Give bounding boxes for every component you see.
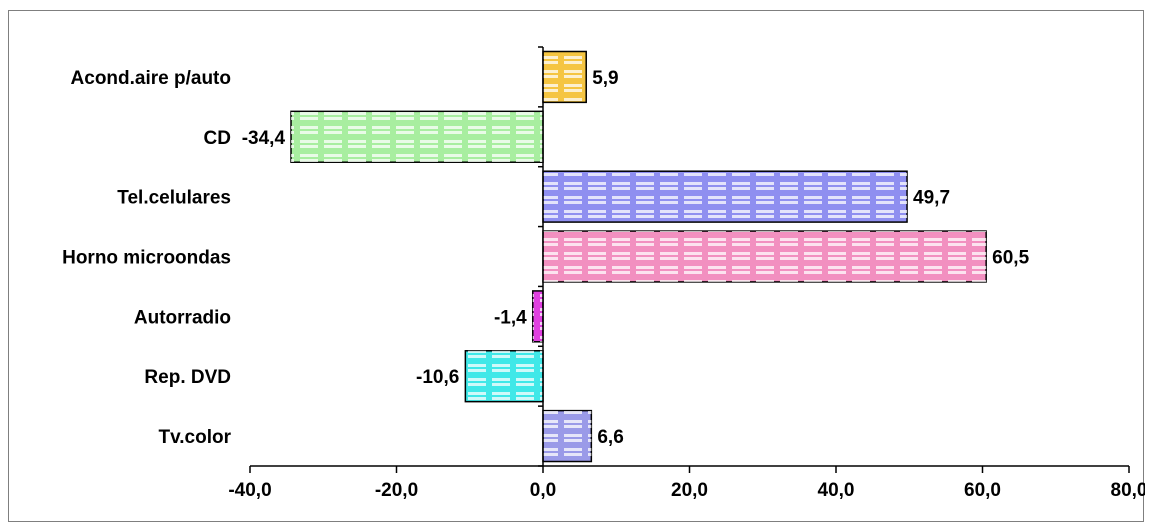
data-label-4: -1,4 xyxy=(494,307,527,328)
x-tick-label-1: -20,0 xyxy=(375,480,418,501)
data-label-6: 6,6 xyxy=(597,427,623,448)
x-tick-label-5: 60,0 xyxy=(964,480,1001,501)
x-tick-label-4: 40,0 xyxy=(818,480,855,501)
category-label-1: CD xyxy=(204,128,231,149)
x-tick-label-6: 80,0 xyxy=(1111,480,1145,501)
bar-texture-3 xyxy=(543,231,987,282)
bar-texture-6 xyxy=(543,410,592,462)
data-label-2: 49,7 xyxy=(913,188,950,209)
category-label-5: Rep. DVD xyxy=(144,367,231,388)
x-tick-label-3: 20,0 xyxy=(671,480,708,501)
data-label-1: -34,4 xyxy=(242,128,286,149)
category-label-0: Acond.aire p/auto xyxy=(71,68,231,89)
x-tick-label-2: 0,0 xyxy=(530,480,556,501)
bar-texture-4 xyxy=(532,290,543,342)
bar-texture-5 xyxy=(465,350,543,402)
bar-chart: 5,9 Acond.aire p/auto -34,4 CD 49,7 Tel.celul… xyxy=(62,46,1145,501)
x-tick-label-0: -40,0 xyxy=(228,480,271,501)
category-label-2: Tel.celulares xyxy=(117,188,231,209)
data-label-3: 60,5 xyxy=(992,248,1029,269)
data-label-0: 5,9 xyxy=(592,68,618,89)
category-label-6: Tv.color xyxy=(159,427,232,448)
chart-frame: 5,9 Acond.aire p/auto -34,4 CD 49,7 Tel.celul… xyxy=(8,10,1145,522)
data-label-5: -10,6 xyxy=(416,367,459,388)
bar-texture-2 xyxy=(543,171,908,223)
bar-texture-1 xyxy=(291,111,543,163)
bar-texture-0 xyxy=(543,51,587,103)
category-label-4: Autorradio xyxy=(134,307,231,328)
category-label-3: Horno microondas xyxy=(62,248,231,269)
